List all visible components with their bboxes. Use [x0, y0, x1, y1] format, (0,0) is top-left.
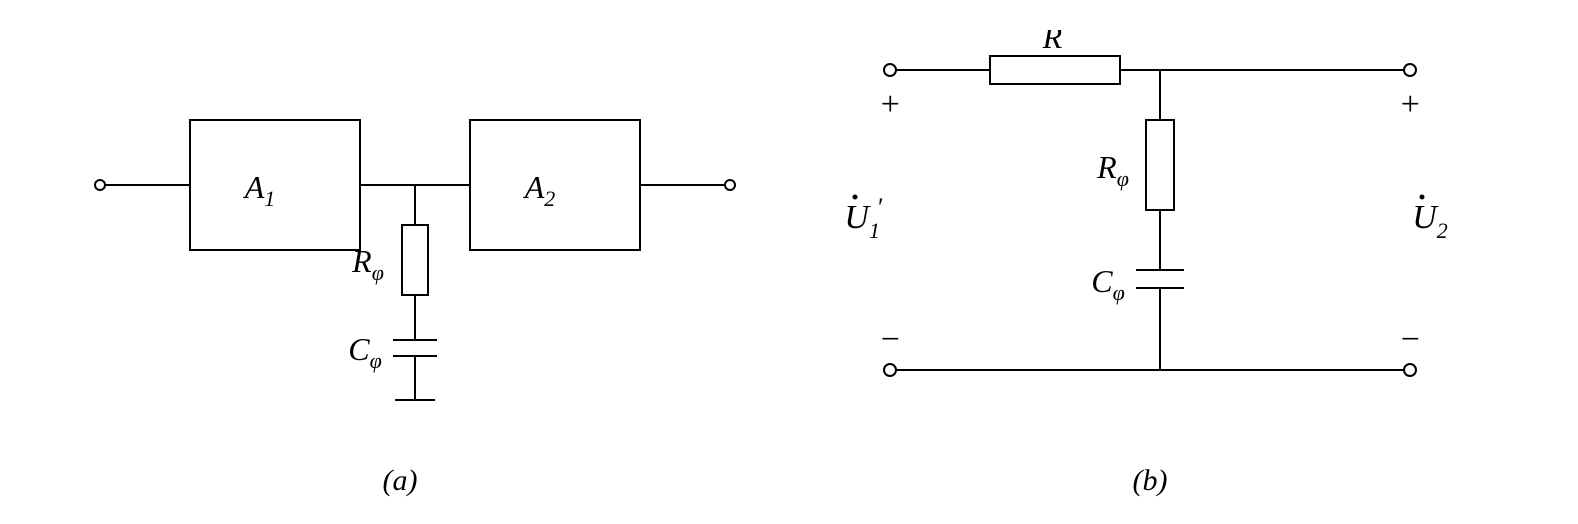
output-terminal	[725, 180, 735, 190]
cap-cphi-a-label: Cφ	[348, 331, 382, 373]
resistor-r-prime	[990, 56, 1120, 84]
u1-dot	[853, 195, 858, 200]
resistor-rphi-b-label: Rφ	[1096, 149, 1129, 191]
block-a1-label: A1	[243, 169, 276, 211]
u2-label: U2	[1412, 199, 1448, 243]
resistor-rphi-b	[1146, 120, 1174, 210]
u2-dot	[1420, 195, 1425, 200]
block-a1	[190, 120, 360, 250]
resistor-r-prime-label: R′	[1042, 30, 1068, 55]
resistor-rphi-a	[402, 225, 428, 295]
minus-left: −	[879, 321, 902, 358]
minus-right: −	[1399, 321, 1422, 358]
caption-a: (a)	[383, 464, 418, 497]
caption-b: (b)	[1133, 464, 1168, 497]
block-a2	[470, 120, 640, 250]
plus-right: +	[1399, 86, 1422, 123]
diagram-b-svg: R′ Rφ Cφ + − U1′ + −	[830, 30, 1530, 500]
terminal-top-right	[1404, 64, 1416, 76]
block-a2-label: A2	[523, 169, 556, 211]
terminal-bot-left	[884, 364, 896, 376]
diagram-a-svg: A1 A2 Rφ Cφ (a)	[50, 50, 750, 500]
plus-left: +	[879, 86, 902, 123]
diagram-a: A1 A2 Rφ Cφ (a)	[50, 50, 750, 505]
cap-cphi-b-label: Cφ	[1091, 263, 1125, 305]
u1-label: U1′	[844, 193, 883, 243]
terminal-top-left	[884, 64, 896, 76]
diagram-b: R′ Rφ Cφ + − U1′ + −	[830, 30, 1530, 505]
input-terminal	[95, 180, 105, 190]
resistor-rphi-a-label: Rφ	[351, 243, 384, 285]
terminal-bot-right	[1404, 364, 1416, 376]
